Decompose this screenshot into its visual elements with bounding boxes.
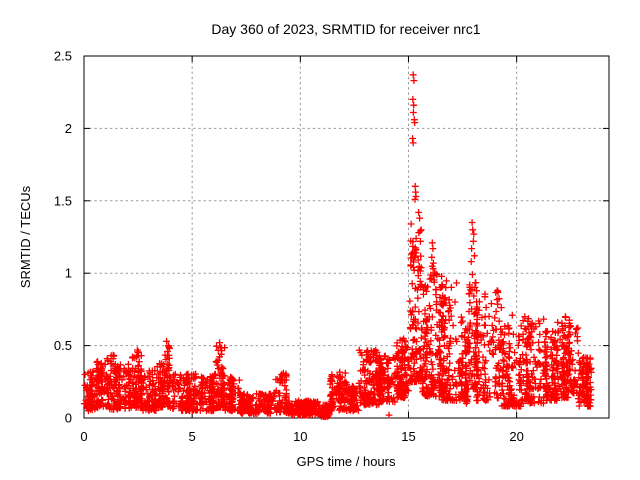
- x-tick-label: 10: [293, 429, 307, 444]
- x-tick-label: 20: [509, 429, 523, 444]
- tick-labels: 0 5 10 15 20 0 0.5 1 1.5 2 2.5: [54, 49, 524, 445]
- x-tick-label: 15: [401, 429, 415, 444]
- data-markers: [81, 71, 595, 420]
- x-tick-label: 0: [80, 429, 87, 444]
- y-axis-label: SRMTID / TECUs: [18, 185, 33, 288]
- plot-border: [83, 55, 610, 419]
- x-axis-label: GPS time / hours: [297, 454, 396, 469]
- chart-title: Day 360 of 2023, SRMTID for receiver nrc…: [211, 21, 480, 37]
- scatter-markers: [81, 71, 595, 420]
- x-tick-label: 5: [189, 429, 196, 444]
- y-tick-label: 1: [65, 266, 72, 281]
- y-tick-label: 0.5: [54, 338, 72, 353]
- y-tick-label: 0: [65, 411, 72, 426]
- y-tick-label: 2.5: [54, 49, 72, 64]
- y-tick-label: 1.5: [54, 193, 72, 208]
- y-tick-label: 2: [65, 121, 72, 136]
